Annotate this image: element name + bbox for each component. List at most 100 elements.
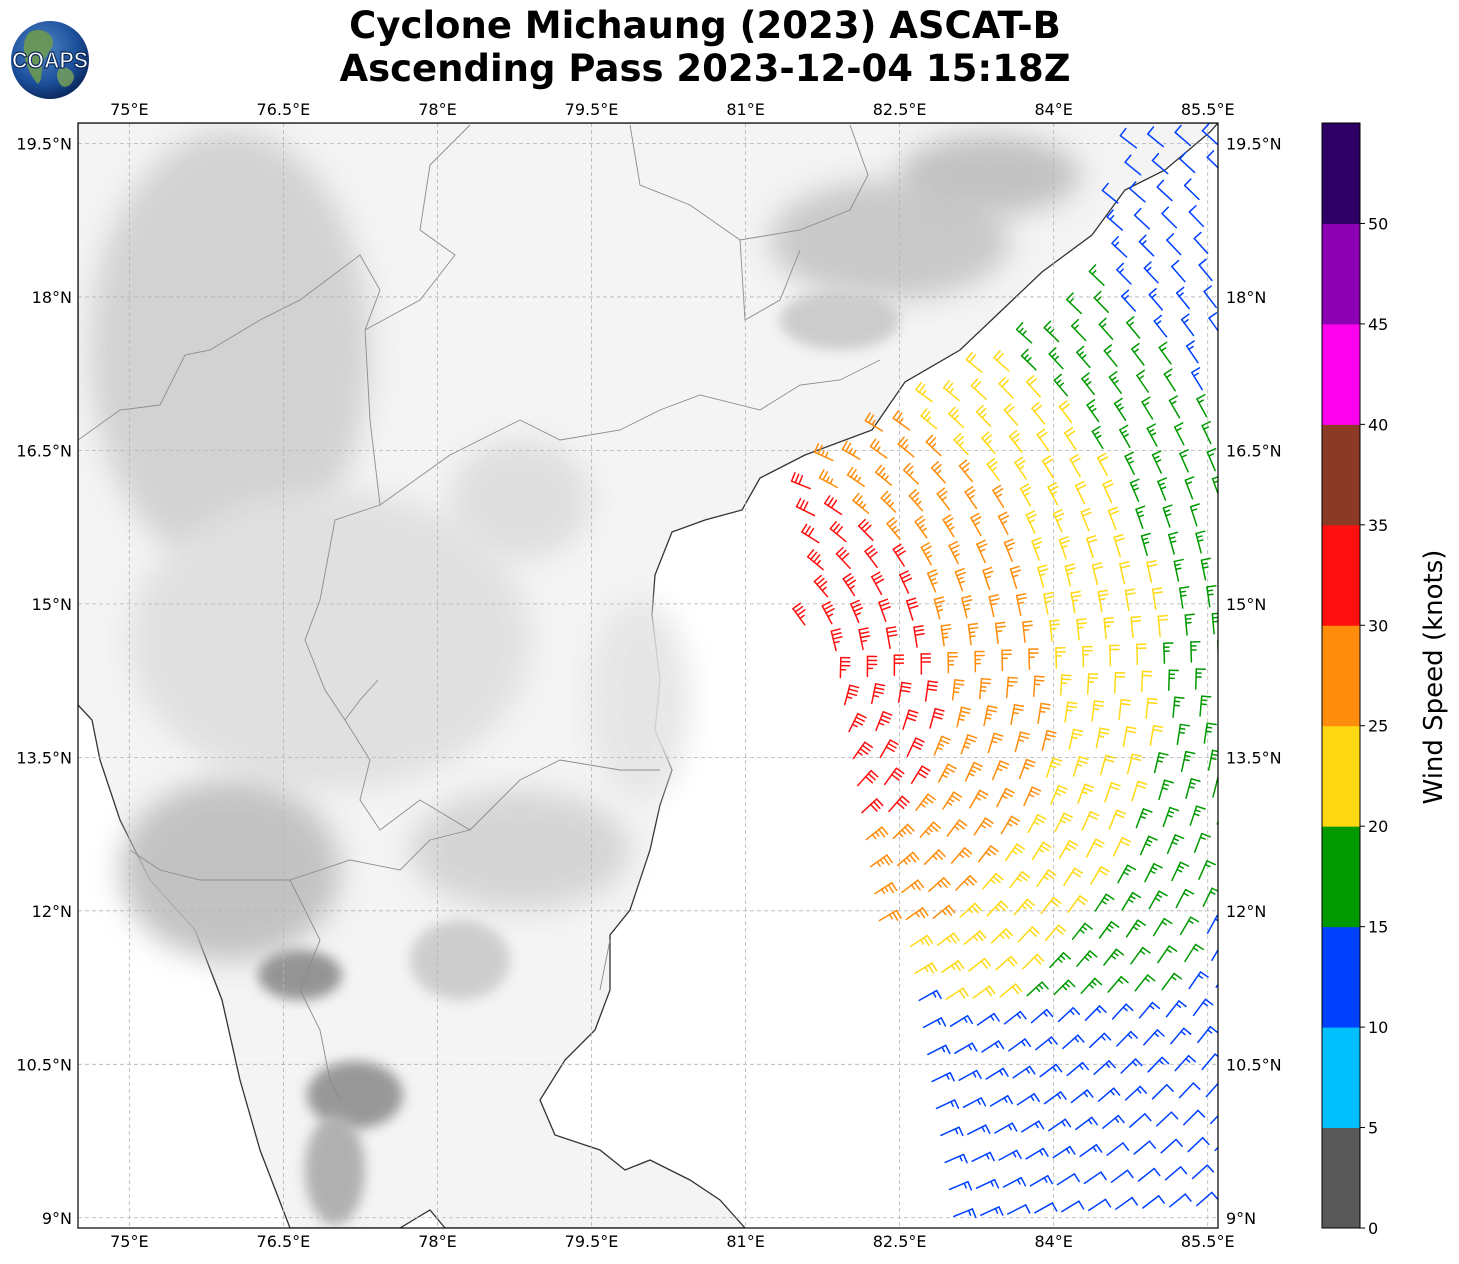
wind-barb	[1173, 422, 1185, 446]
wind-barb	[1093, 290, 1109, 313]
wind-barb	[1134, 974, 1156, 992]
wind-barb	[1135, 505, 1146, 529]
lat-tick-label: 10.5°N	[16, 1055, 72, 1074]
wind-barb	[1102, 479, 1114, 504]
lat-tick-label: 12°N	[32, 902, 72, 921]
colorbar-tick-label: 45	[1368, 315, 1388, 334]
wind-barb	[1054, 812, 1073, 832]
lon-tick-label: 85.5°E	[1181, 100, 1235, 119]
wind-barb	[1023, 786, 1042, 807]
wind-barb	[1103, 344, 1118, 367]
wind-barb	[1156, 179, 1173, 202]
wind-barb	[914, 515, 928, 539]
wind-barb	[1116, 262, 1132, 285]
wind-barb	[1058, 400, 1073, 424]
wind-barb	[963, 930, 987, 945]
wind-barb	[813, 443, 834, 462]
lon-tick-label: 76.5°E	[257, 100, 311, 119]
wind-barb	[902, 709, 919, 730]
wind-barb	[1067, 895, 1088, 913]
wind-barb	[1162, 504, 1173, 528]
wind-barb	[1086, 399, 1100, 423]
wind-barb	[1222, 832, 1237, 851]
wind-barb	[790, 472, 811, 490]
wind-barb	[1107, 506, 1120, 531]
wind-barb	[1055, 647, 1066, 669]
wind-barb	[1140, 532, 1151, 556]
wind-barb	[861, 798, 884, 814]
lon-tick-label: 75°E	[110, 1232, 148, 1251]
wind-barb	[874, 464, 892, 486]
lat-tick-label: 15°N	[1226, 595, 1266, 614]
wind-barb	[1081, 372, 1095, 396]
wind-barb	[829, 520, 847, 543]
wind-barb	[1068, 728, 1084, 750]
wind-barb	[1031, 537, 1043, 561]
wind-barb	[923, 849, 946, 865]
wind-barb	[925, 434, 942, 457]
wind-barb	[818, 469, 838, 489]
wind-barb	[1091, 562, 1104, 586]
wind-barb	[931, 1071, 955, 1083]
wind-barb	[933, 735, 951, 756]
wind-barb	[1121, 289, 1136, 312]
wind-barb	[948, 1180, 973, 1191]
wind-barb	[1058, 536, 1071, 560]
wind-barb	[1185, 778, 1201, 799]
wind-barb	[1064, 427, 1077, 451]
wind-barb	[1043, 320, 1060, 343]
wind-barb	[949, 1014, 974, 1027]
wind-barb	[899, 570, 913, 594]
wind-barb	[897, 436, 915, 458]
wind-barb	[852, 741, 873, 760]
wind-barb	[1133, 207, 1151, 230]
colorbar-segment	[1322, 123, 1360, 224]
wind-barb	[960, 734, 978, 755]
colorbar-tick-label: 0	[1368, 1219, 1378, 1238]
wind-barb	[1070, 1089, 1094, 1104]
wind-barb	[1125, 919, 1146, 938]
wind-barb	[792, 602, 806, 626]
lat-tick-label: 19.5°N	[16, 134, 72, 153]
wind-barb	[1022, 620, 1033, 643]
wind-barb	[953, 1208, 977, 1219]
wind-barb	[892, 410, 911, 431]
wind-barb	[958, 459, 973, 483]
wind-barb	[1193, 832, 1211, 853]
wind-barb	[892, 543, 906, 567]
wind-barb	[1044, 924, 1067, 942]
wind-barb	[1018, 758, 1036, 780]
wind-barb	[1198, 860, 1216, 880]
lon-ticks-bottom: 75°E 76.5°E 78°E 79.5°E 81°E 82.5°E 84°E 85.5°E	[110, 1232, 1234, 1251]
wind-barb	[848, 712, 867, 733]
wind-barb	[906, 597, 919, 621]
wind-barb	[996, 787, 1015, 808]
wind-barb	[1027, 814, 1047, 834]
wind-barb	[988, 594, 1000, 618]
wind-barb	[1098, 317, 1114, 340]
wind-barb	[944, 1153, 968, 1164]
wind-barb	[1151, 587, 1163, 610]
wind-barb	[1043, 591, 1055, 615]
wind-barb	[1109, 644, 1120, 667]
wind-barb	[1184, 943, 1204, 963]
wind-barb	[1135, 808, 1153, 829]
wind-barb	[1074, 480, 1087, 505]
wind-barb	[1201, 420, 1212, 445]
wind-barb	[930, 461, 946, 484]
wind-barb	[995, 955, 1018, 971]
wind-barb	[948, 540, 960, 565]
wind-barb	[1138, 1001, 1161, 1019]
wind-speed-colorbar: 0 5 10 15 20 25 30 35 40 45 50	[1321, 122, 1388, 1238]
wind-barb	[1119, 127, 1138, 149]
wind-barb	[985, 1067, 1009, 1080]
wind-barb	[1076, 950, 1098, 967]
wind-barb	[1116, 102, 1132, 121]
wind-barb	[1003, 1010, 1027, 1025]
wind-barb	[858, 627, 871, 651]
wind-barb	[830, 628, 843, 652]
wind-barb	[1103, 617, 1115, 640]
wind-barb	[1034, 1202, 1058, 1214]
wind-barb	[924, 680, 939, 702]
wind-barb	[913, 625, 925, 648]
